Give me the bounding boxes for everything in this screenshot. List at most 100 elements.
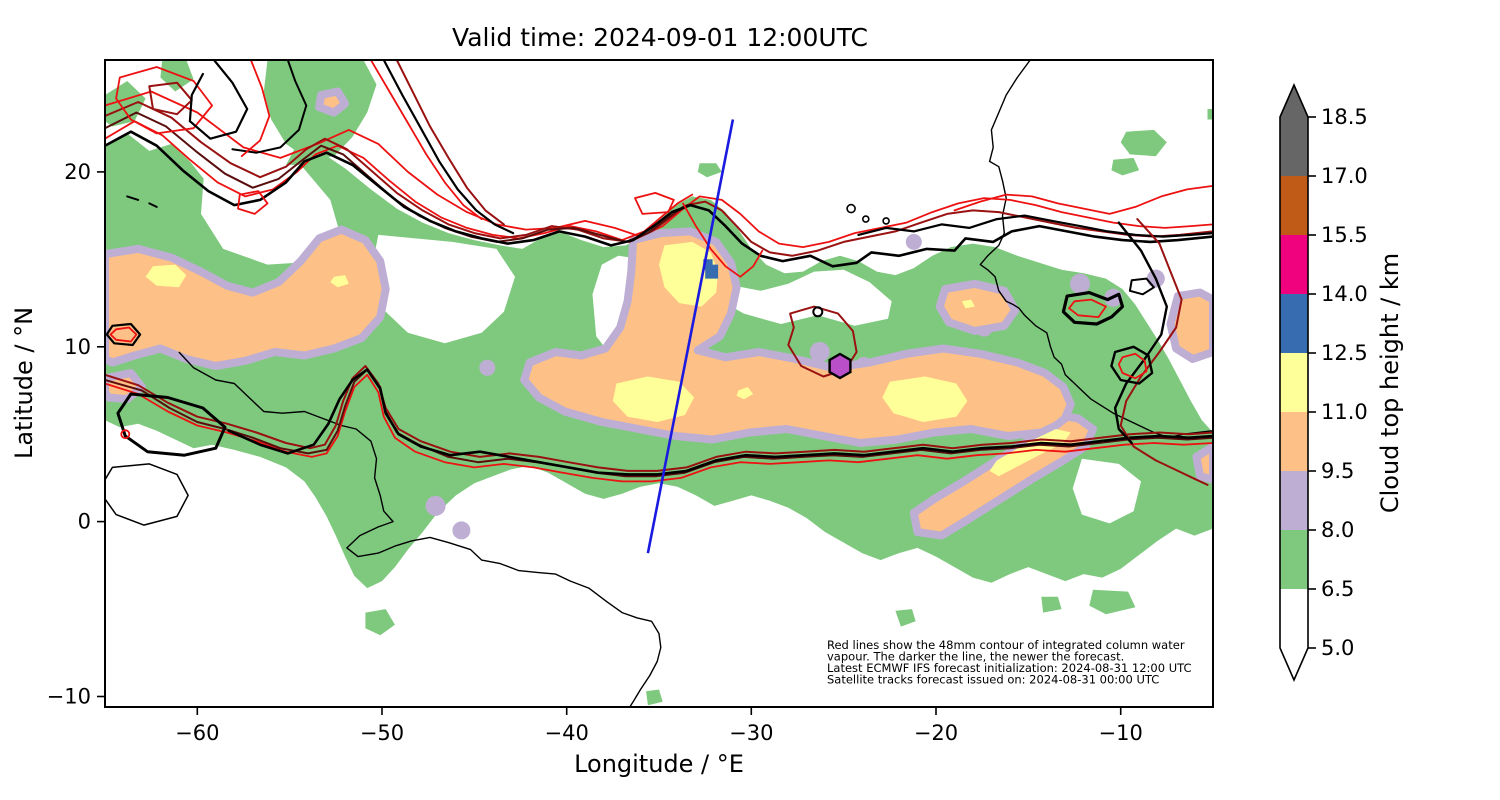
y-tick-label: 20 (64, 160, 91, 184)
map-content (105, 60, 1213, 707)
contour-line (861, 215, 870, 223)
contour-line (105, 373, 1213, 483)
colorbar-segment (1280, 412, 1308, 471)
orange-west-band (105, 225, 390, 370)
contour-line (116, 392, 227, 457)
contour-line (109, 326, 138, 343)
colorbar-tick-label: 8.0 (1321, 518, 1354, 542)
lavender-blob (425, 495, 446, 516)
colorbar-segment (1280, 589, 1308, 648)
blue-cell-12.5-14km (703, 259, 719, 279)
colorbar-over-arrow (1280, 85, 1308, 117)
contour-line (846, 203, 856, 214)
contour-line (1110, 345, 1154, 385)
colorbar-tick-label: 6.5 (1321, 577, 1354, 601)
green-s-3 (646, 689, 663, 706)
contour-line (953, 185, 1213, 215)
contour-line (1119, 218, 1209, 486)
contour-line (105, 365, 1213, 472)
colorbar-tick-label: 14.0 (1321, 282, 1368, 306)
yellow-sahel-tiny (961, 299, 975, 309)
white-gap-central-west (370, 234, 515, 344)
white-gap-east-central (721, 269, 892, 326)
colorbar-tick-label: 11.0 (1321, 400, 1368, 424)
colorbar-tick-label: 9.5 (1321, 459, 1354, 483)
contour-line (812, 306, 824, 318)
yellow-west-tiny (330, 275, 349, 288)
contour-line (1061, 291, 1125, 326)
green-ne-2 (1111, 157, 1140, 176)
x-tick-label: −50 (360, 721, 404, 745)
contour-line (237, 190, 269, 215)
contour-line (105, 322, 142, 347)
colorbar-segment (1280, 294, 1308, 353)
yellow-band-east-core (882, 376, 968, 422)
annotation-line-3: Latest ECMWF IFS forecast initialization… (827, 661, 1192, 675)
colorbar-tick-label: 17.0 (1321, 164, 1368, 188)
contour-line (634, 192, 675, 215)
contour-line (148, 81, 193, 116)
contour-line (240, 60, 271, 158)
green-ne-3 (1207, 109, 1213, 120)
orange-sahel-patch (935, 279, 1020, 335)
plot-title: Valid time: 2024-09-01 12:00UTC (452, 23, 868, 52)
colorbar-label: Cloud top height / km (1376, 253, 1404, 513)
yellow-column-core (659, 241, 719, 307)
yellow-band-west-core (612, 376, 695, 422)
contour-line (105, 463, 189, 526)
contour-line (1113, 221, 1168, 445)
colorbar-segment (1280, 235, 1308, 294)
yellow-tiny-center (736, 387, 754, 400)
colorbar-tick-label: 12.5 (1321, 341, 1368, 365)
colorbar-segment (1280, 530, 1308, 589)
green-s-1 (365, 609, 395, 636)
green-s-5 (1041, 596, 1062, 613)
green-spot-track (697, 163, 722, 178)
colorbar-segment (1280, 176, 1308, 235)
y-tick-label: −10 (47, 685, 91, 709)
contour-line (105, 130, 1213, 268)
y-tick-label: 0 (78, 510, 91, 534)
annotation-line-4: Satellite tracks forecast issued on: 202… (827, 673, 1159, 687)
contour-line (370, 60, 483, 220)
contour-line (105, 90, 1213, 248)
orange-corner (1192, 442, 1213, 484)
contour-line (115, 66, 213, 135)
colorbar: 5.0 6.5 8.0 9.5 11.0 12.5 14.0 15.5 17.0 18.5 (1279, 83, 1368, 682)
x-tick-label: −40 (545, 721, 589, 745)
contour-line (882, 217, 890, 225)
contour-line (126, 195, 140, 201)
white-gap-nw (201, 164, 342, 265)
contour-line (148, 202, 158, 208)
green-ne-1 (1120, 129, 1167, 157)
contour-line (188, 60, 249, 140)
green-s-2 (895, 609, 916, 627)
africa-coast (979, 60, 1213, 439)
colorbar-segment (1280, 117, 1308, 176)
contour-line (1128, 277, 1155, 296)
axes-ticks: −60 −50 −40 −30 −20 −10 20 10 0 −10 (47, 160, 1143, 745)
x-tick-label: −30 (729, 721, 773, 745)
colorbar-tick-label: 5.0 (1321, 636, 1354, 660)
lavender-blob (809, 342, 830, 362)
plot-frame (104, 59, 1214, 708)
contour-line (682, 202, 764, 278)
green-s-4 (1089, 589, 1136, 615)
yellow-west (145, 264, 187, 288)
contour-line (395, 60, 505, 226)
annotation-line-2: vapour. The darker the line, the newer t… (827, 650, 1124, 664)
lavender-blob (479, 359, 496, 376)
colorbar-tick-label: 18.5 (1321, 105, 1368, 129)
x-tick-label: −20 (914, 721, 958, 745)
y-tick-label: 10 (64, 335, 91, 359)
satellite-track-line (646, 119, 735, 554)
lavender-blob (1070, 273, 1090, 294)
annotation-line-1: Red lines show the 48mm contour of integ… (827, 638, 1185, 652)
green-nw-1 (105, 81, 146, 127)
orange-top-cluster-spot (315, 87, 350, 117)
x-axis-label: Longitude / °E (574, 750, 744, 778)
contour-line (1068, 298, 1107, 318)
contour-line (120, 429, 131, 440)
